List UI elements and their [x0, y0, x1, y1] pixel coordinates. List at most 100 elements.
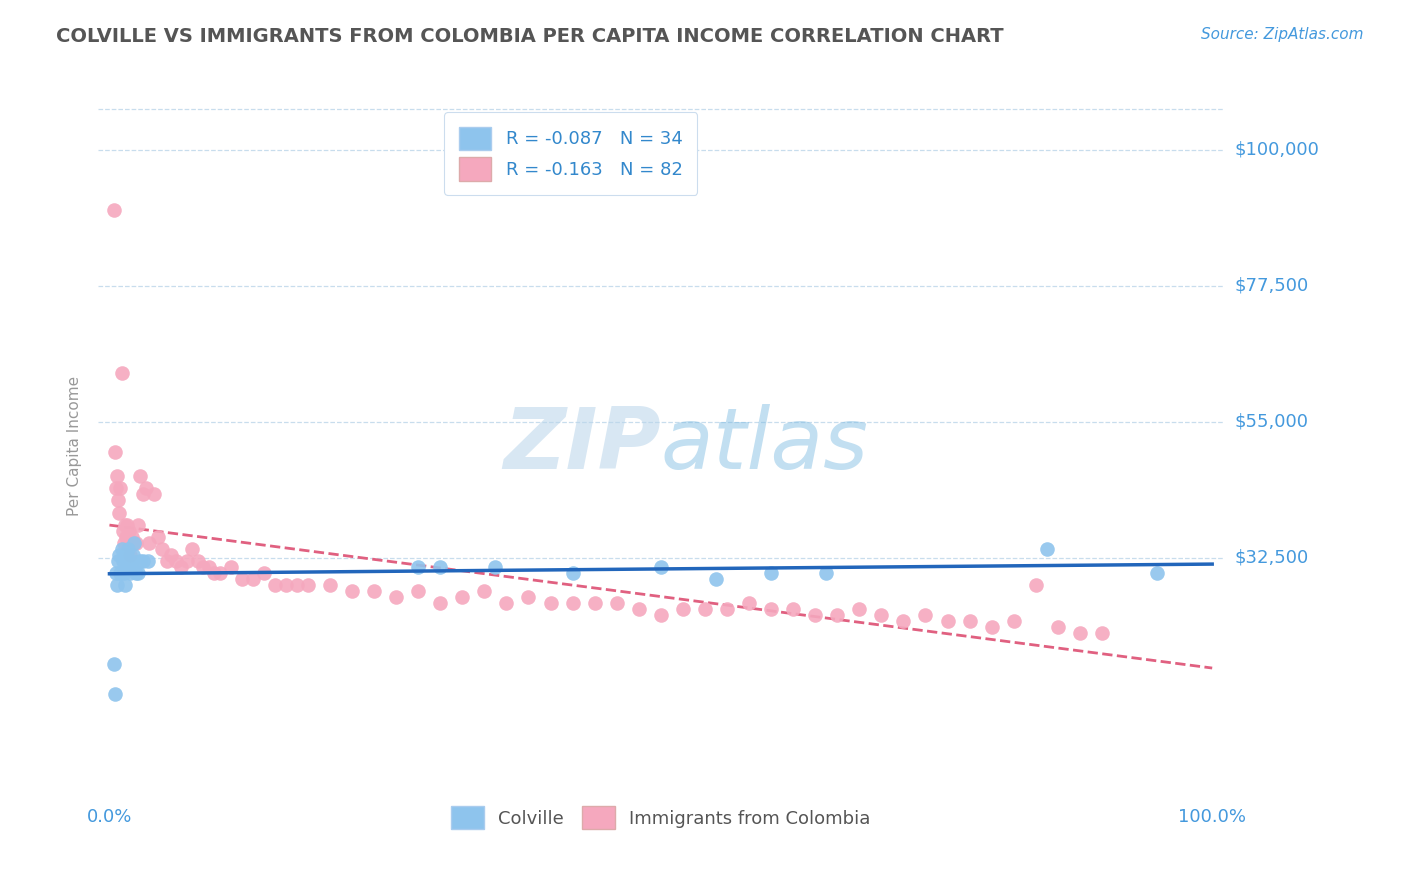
Point	[108, 548, 131, 562]
Point	[406, 560, 429, 574]
Point	[561, 566, 583, 580]
Y-axis label: Per Capita Income: Per Capita Income	[67, 376, 83, 516]
Point	[263, 578, 285, 592]
Point	[103, 657, 125, 671]
Point	[170, 560, 193, 574]
Point	[135, 481, 157, 495]
Point	[176, 554, 198, 568]
Point	[385, 590, 408, 604]
Text: COLVILLE VS IMMIGRANTS FROM COLOMBIA PER CAPITA INCOME CORRELATION CHART: COLVILLE VS IMMIGRANTS FROM COLOMBIA PER…	[56, 27, 1004, 45]
Point	[495, 596, 517, 610]
Point	[914, 608, 936, 623]
Point	[114, 517, 136, 532]
Point	[340, 584, 363, 599]
Point	[108, 506, 131, 520]
Point	[540, 596, 562, 610]
Point	[870, 608, 893, 623]
Point	[121, 548, 143, 562]
Point	[111, 524, 134, 538]
Point	[146, 530, 169, 544]
Point	[104, 687, 127, 701]
Point	[1046, 620, 1069, 634]
Point	[114, 578, 136, 592]
Point	[105, 469, 128, 483]
Text: $77,500: $77,500	[1234, 277, 1309, 294]
Point	[136, 554, 159, 568]
Point	[451, 590, 474, 604]
Point	[120, 548, 142, 562]
Point	[650, 560, 672, 574]
Point	[187, 554, 209, 568]
Point	[104, 445, 127, 459]
Point	[474, 584, 496, 599]
Point	[115, 517, 138, 532]
Text: atlas: atlas	[661, 404, 869, 488]
Point	[117, 535, 139, 549]
Point	[165, 554, 187, 568]
Point	[959, 615, 981, 629]
Point	[219, 560, 242, 574]
Point	[1069, 626, 1091, 640]
Point	[242, 572, 264, 586]
Point	[138, 535, 160, 549]
Point	[672, 602, 695, 616]
Point	[429, 596, 451, 610]
Text: $32,500: $32,500	[1234, 549, 1309, 567]
Point	[115, 548, 138, 562]
Point	[429, 560, 451, 574]
Point	[980, 620, 1002, 634]
Point	[627, 602, 650, 616]
Point	[363, 584, 385, 599]
Point	[122, 535, 145, 549]
Point	[197, 560, 219, 574]
Point	[936, 615, 959, 629]
Point	[274, 578, 297, 592]
Point	[1025, 578, 1047, 592]
Point	[285, 578, 308, 592]
Point	[815, 566, 838, 580]
Point	[160, 548, 183, 562]
Point	[693, 602, 716, 616]
Point	[125, 535, 148, 549]
Point	[105, 481, 128, 495]
Point	[1036, 541, 1059, 556]
Point	[110, 367, 132, 381]
Point	[650, 608, 672, 623]
Point	[105, 578, 128, 592]
Point	[115, 560, 138, 574]
Point	[110, 541, 132, 556]
Text: $100,000: $100,000	[1234, 141, 1319, 159]
Point	[738, 596, 761, 610]
Point	[253, 566, 276, 580]
Point	[231, 572, 253, 586]
Point	[825, 608, 848, 623]
Point	[297, 578, 319, 592]
Point	[103, 203, 125, 218]
Point	[1146, 566, 1168, 580]
Point	[118, 554, 141, 568]
Point	[122, 535, 145, 549]
Point	[704, 572, 727, 586]
Text: Source: ZipAtlas.com: Source: ZipAtlas.com	[1201, 27, 1364, 42]
Legend: Colville, Immigrants from Colombia: Colville, Immigrants from Colombia	[444, 799, 877, 837]
Point	[129, 554, 152, 568]
Point	[111, 554, 134, 568]
Point	[112, 566, 135, 580]
Point	[129, 469, 152, 483]
Point	[131, 554, 153, 568]
Point	[181, 541, 204, 556]
Point	[120, 566, 142, 580]
Point	[112, 535, 135, 549]
Point	[110, 566, 132, 580]
Text: ZIP: ZIP	[503, 404, 661, 488]
Point	[127, 517, 149, 532]
Point	[107, 554, 129, 568]
Point	[517, 590, 540, 604]
Point	[118, 524, 141, 538]
Point	[115, 530, 138, 544]
Point	[606, 596, 628, 610]
Point	[107, 493, 129, 508]
Point	[319, 578, 342, 592]
Point	[117, 541, 139, 556]
Point	[202, 566, 225, 580]
